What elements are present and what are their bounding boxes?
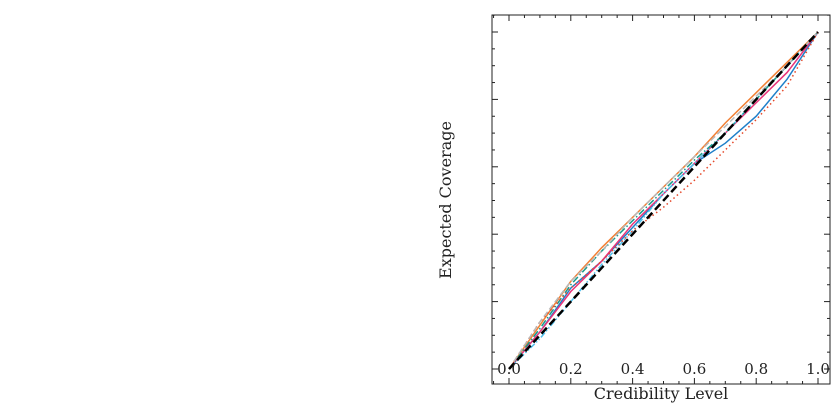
x-tick-label: 0.8 [744,360,768,378]
series-line-csm-mag [508,31,819,370]
x-tick-label: 0.2 [559,360,583,378]
plot-area [508,31,819,370]
y-axis-label: Expected Coverage [436,121,455,279]
axes-frame [491,14,831,385]
x-tick-label: 0.4 [621,360,645,378]
x-tick-label: 1.0 [806,360,830,378]
series-line-ni-csm-mag [508,31,819,370]
x-tick-label: 0.6 [682,360,706,378]
axis-ticks: 0.0 0.2 0.4 0.6 0.8 1.0 [492,14,830,384]
x-axis-label: Credibility Level [594,384,729,403]
x-tick-label: 0.0 [497,360,521,378]
reference-diagonal-line [508,31,819,370]
